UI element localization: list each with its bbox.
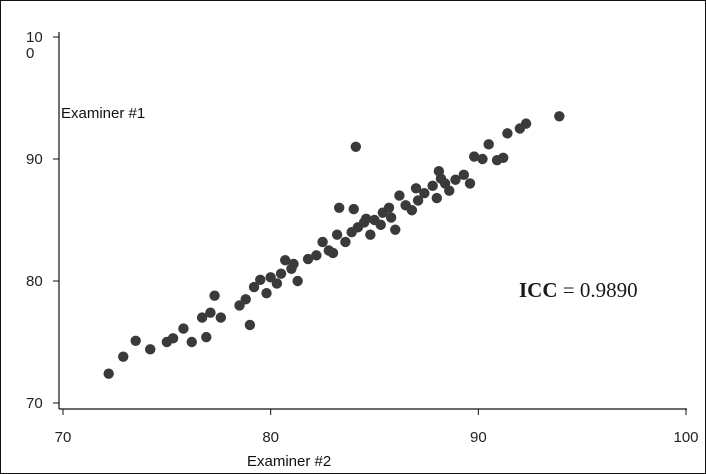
data-point [333, 202, 345, 213]
data-point [118, 351, 129, 362]
data-point [167, 333, 179, 344]
data-point [419, 187, 430, 199]
data-point [186, 336, 197, 348]
icc-annotation: ICC = 0.9890 [519, 278, 638, 303]
y-axis-ticks: 70 80 90 100 [26, 29, 59, 412]
data-point [261, 288, 272, 299]
icc-equals: = [562, 278, 575, 302]
data-point [205, 307, 216, 318]
data-point [350, 141, 362, 152]
icc-value: 0.9890 [579, 278, 638, 302]
data-point [288, 258, 299, 270]
data-point [431, 192, 442, 204]
x-tick-label: 90 [470, 429, 487, 446]
data-point [311, 250, 322, 261]
y-tick-label: 0 [26, 45, 34, 62]
x-tick-label: 100 [673, 429, 698, 446]
data-point [458, 169, 469, 181]
data-point [385, 212, 397, 223]
data-point [327, 247, 339, 259]
y-tick-label: 90 [26, 151, 43, 168]
data-point [360, 213, 372, 224]
data-point [201, 331, 212, 343]
data-point [410, 183, 422, 194]
data-point [215, 312, 227, 323]
data-point [502, 128, 513, 139]
data-point [554, 111, 565, 122]
data-point [145, 344, 156, 355]
data-point [450, 174, 461, 185]
data-point [178, 323, 189, 334]
data-point [483, 139, 494, 150]
data-point [412, 195, 424, 206]
data-point [427, 180, 438, 192]
data-point [340, 236, 351, 248]
x-tick-label: 70 [55, 429, 72, 446]
data-point [390, 224, 401, 235]
data-point [406, 205, 418, 216]
data-point [275, 268, 287, 279]
data-point [130, 335, 141, 346]
data-point [464, 178, 476, 189]
data-point [240, 294, 251, 305]
data-point [271, 278, 283, 289]
axes [58, 32, 687, 410]
y-tick-label: 80 [26, 273, 43, 290]
data-point [280, 255, 291, 266]
data-point [317, 236, 328, 248]
x-axis-ticks: 70 80 90 100 [55, 409, 699, 446]
data-point [444, 185, 455, 196]
data-point [292, 275, 303, 287]
data-point [103, 368, 114, 379]
y-axis-label: Examiner #1 [61, 105, 145, 122]
data-point [520, 118, 532, 129]
data-point [375, 219, 386, 231]
data-point [433, 166, 445, 177]
data-point [348, 203, 359, 215]
data-point [244, 319, 256, 331]
data-point [383, 202, 395, 213]
data-point [255, 274, 266, 285]
data-point [477, 153, 488, 165]
data-point [248, 281, 260, 293]
data-point [498, 152, 509, 163]
data-point [302, 253, 314, 265]
x-tick-label: 80 [262, 429, 279, 446]
data-point [365, 229, 376, 240]
data-point [209, 290, 220, 301]
icc-label: ICC [519, 278, 558, 302]
x-axis-label: Examiner #2 [247, 453, 331, 470]
data-point [331, 229, 343, 240]
y-tick-label: 10 [26, 29, 43, 46]
data-points [103, 111, 565, 379]
y-tick-label: 70 [26, 395, 43, 412]
data-point [394, 190, 405, 201]
data-point [196, 312, 208, 323]
data-point [468, 151, 480, 162]
